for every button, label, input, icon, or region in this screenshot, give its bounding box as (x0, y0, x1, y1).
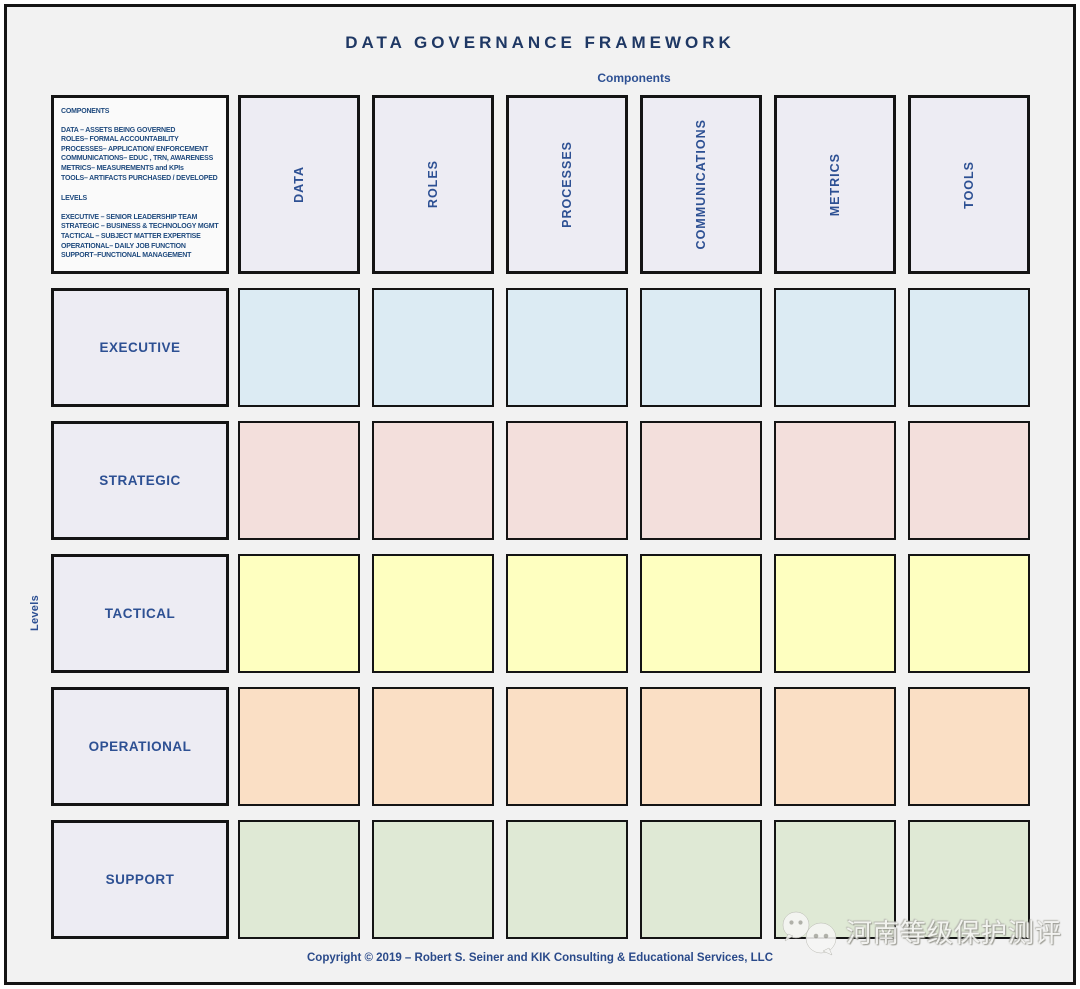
wechat-icon (782, 911, 837, 956)
legend-box: COMPONENTS DATA – ASSETS BEING GOVERNED R… (51, 95, 229, 274)
cell-strategic-data (238, 421, 360, 540)
cell-tactical-data (238, 554, 360, 673)
cell-support-processes (506, 820, 628, 939)
column-headers-row: DATA ROLES PROCESSES COMMUNICATIONS METRICS T… (238, 95, 1030, 274)
column-header-metrics: METRICS (774, 95, 896, 274)
cell-strategic-processes (506, 421, 628, 540)
legend-line: COMMUNICATIONS– EDUC , TRN, AWARENESS (61, 155, 214, 163)
cell-operational-metrics (774, 687, 896, 806)
cell-operational-roles (372, 687, 494, 806)
cell-operational-data (238, 687, 360, 806)
row-label: SUPPORT (105, 872, 175, 887)
legend-levels-heading: LEVELS (61, 195, 88, 203)
cell-operational-tools (908, 687, 1030, 806)
column-header-data: DATA (238, 95, 360, 274)
cell-executive-metrics (774, 288, 896, 407)
legend-line: PROCESSES– APPLICATION/ ENFORCEMENT (61, 145, 209, 153)
matrix-cells-grid (238, 288, 1030, 939)
cell-tactical-roles (372, 554, 494, 673)
legend-line: METRICS– MEASUREMENTS and KPIs (61, 164, 184, 172)
cell-tactical-metrics (774, 554, 896, 673)
levels-axis-label-container: Levels (26, 288, 44, 939)
column-header-roles: ROLES (372, 95, 494, 274)
row-label: EXECUTIVE (99, 340, 181, 355)
legend-line: TACTICAL – SUBJECT MATTER EXPERTISE (61, 232, 201, 240)
watermark: 河南等级保护测评 (780, 903, 1062, 959)
row-header-executive: EXECUTIVE (51, 288, 229, 407)
cell-executive-tools (908, 288, 1030, 407)
column-header-communications: COMMUNICATIONS (640, 95, 762, 274)
legend-line: DATA – ASSETS BEING GOVERNED (61, 126, 176, 134)
column-label: DATA (292, 166, 306, 203)
legend-components-list: DATA – ASSETS BEING GOVERNED ROLES– FORMA… (61, 126, 219, 184)
cell-executive-communications (640, 288, 762, 407)
cell-support-roles (372, 820, 494, 939)
cell-operational-processes (506, 687, 628, 806)
cell-strategic-metrics (774, 421, 896, 540)
cell-tactical-processes (506, 554, 628, 673)
row-header-tactical: TACTICAL (51, 554, 229, 673)
row-header-operational: OPERATIONAL (51, 687, 229, 806)
cell-support-tools (908, 820, 1030, 939)
column-label: TOOLS (962, 160, 976, 209)
column-label: PROCESSES (560, 141, 574, 228)
cell-strategic-tools (908, 421, 1030, 540)
column-label: ROLES (426, 160, 440, 209)
legend-line: EXECUTIVE – SENIOR LEADERSHIP TEAM (61, 213, 198, 221)
cell-operational-communications (640, 687, 762, 806)
row-headers-column: EXECUTIVE STRATEGIC TACTICAL OPERATIONAL SUP… (51, 288, 229, 939)
row-label: OPERATIONAL (88, 739, 192, 754)
row-header-support: SUPPORT (51, 820, 229, 939)
legend-line: OPERATIONAL– DAILY JOB FUNCTION (61, 242, 186, 250)
cell-executive-data (238, 288, 360, 407)
row-label: TACTICAL (104, 606, 176, 621)
cell-executive-roles (372, 288, 494, 407)
column-header-tools: TOOLS (908, 95, 1030, 274)
column-label: METRICS (828, 152, 842, 217)
watermark-text: 河南等级保护测评 (846, 917, 1063, 948)
cell-tactical-tools (908, 554, 1030, 673)
legend-line: TOOLS– ARTIFACTS PURCHASED / DEVELOPED (61, 174, 218, 182)
cell-executive-processes (506, 288, 628, 407)
cell-tactical-communications (640, 554, 762, 673)
column-label: COMMUNICATIONS (694, 119, 708, 250)
cell-strategic-communications (640, 421, 762, 540)
legend-components-heading: COMPONENTS (61, 108, 110, 115)
row-header-strategic: STRATEGIC (51, 421, 229, 540)
legend-line: ROLES– FORMAL ACCOUNTABILITY (61, 136, 179, 144)
column-header-processes: PROCESSES (506, 95, 628, 274)
legend-line: SUPPORT–FUNCTIONAL MANAGEMENT (61, 252, 192, 260)
copyright-text: Copyright © 2019 – Robert S. Seiner and … (306, 952, 773, 964)
cell-support-communications (640, 820, 762, 939)
page-title: DATA GOVERNANCE FRAMEWORK (345, 33, 735, 52)
legend-levels-list: EXECUTIVE – SENIOR LEADERSHIP TEAM STRATE… (61, 213, 219, 261)
row-label: STRATEGIC (99, 473, 181, 488)
cell-strategic-roles (372, 421, 494, 540)
cell-support-data (238, 820, 360, 939)
components-axis-label: Components (597, 71, 671, 85)
legend-line: STRATEGIC – BUSINESS & TECHNOLOGY MGMT (61, 223, 219, 231)
levels-axis-label: Levels (29, 595, 41, 632)
